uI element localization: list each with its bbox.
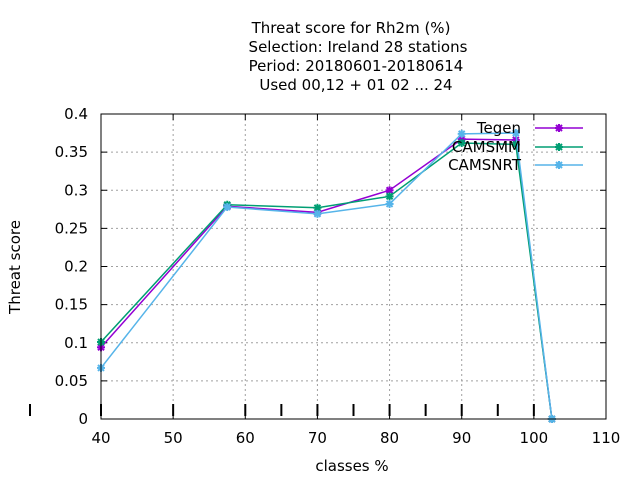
plot-frame [100,113,607,420]
legend-entry-camsnrt: CAMSNRT [448,156,583,174]
bottom-marks [29,404,535,416]
legend-marker [555,143,563,151]
data-point [313,203,322,212]
title-line-2: Selection: Ireland 28 stations [249,38,468,56]
x-tick-label: 110 [592,429,621,447]
x-tick-label: 60 [236,429,255,447]
data-point [385,199,394,208]
x-tick-label: 40 [91,429,110,447]
y-tick-label: 0.2 [64,258,88,276]
data-point [511,129,520,138]
x-tick-label: 70 [308,429,327,447]
y-tick-label: 0.3 [64,181,88,199]
data-point [313,209,322,218]
x-tick-label: 80 [380,429,399,447]
chart-title: Threat score for Rh2m (%) Selection: Ire… [249,19,468,94]
y-tick-label: 0.15 [55,296,88,314]
y-tick-label: 0 [78,410,88,428]
legend-entry-camsmm: CAMSMM [452,138,583,156]
x-tick-label: 50 [164,429,183,447]
y-tick-label: 0.05 [55,372,88,390]
legend-label: CAMSNRT [448,156,522,174]
grid-lines [101,114,606,419]
y-axis-label: Threat score [6,220,24,315]
title-line-1: Threat score for Rh2m (%) [251,19,451,37]
x-axis-label: classes % [315,457,388,475]
x-tick-label: 90 [452,429,471,447]
title-line-3: Period: 20180601-20180614 [249,57,464,75]
legend-label: Tegen [476,119,521,137]
title-line-4: Used 00,12 + 01 02 ... 24 [259,76,452,94]
series-camsnrt [97,129,556,423]
data-point [457,129,466,138]
legend-label: CAMSMM [452,138,521,156]
data-point [385,192,394,201]
series-tegen [97,135,556,423]
data-series [97,129,556,423]
series-line [100,132,553,420]
x-tick-label: 100 [520,429,549,447]
legend-marker [555,124,563,132]
y-tick-label: 0.1 [64,334,88,352]
y-tick-label: 0.25 [55,219,88,237]
data-point [457,138,466,147]
legend-entry-tegen: Tegen [476,119,583,137]
y-tick-label: 0.35 [55,143,88,161]
series-line [100,138,553,420]
x-tick-labels: 40 50 60 70 80 90 100 110 [91,429,620,447]
y-tick-label: 0.4 [64,105,88,123]
legend-marker [555,161,563,169]
data-point [223,203,232,212]
y-tick-labels: 0 0.05 0.1 0.15 0.2 0.25 0.3 0.35 0.4 [55,105,88,428]
